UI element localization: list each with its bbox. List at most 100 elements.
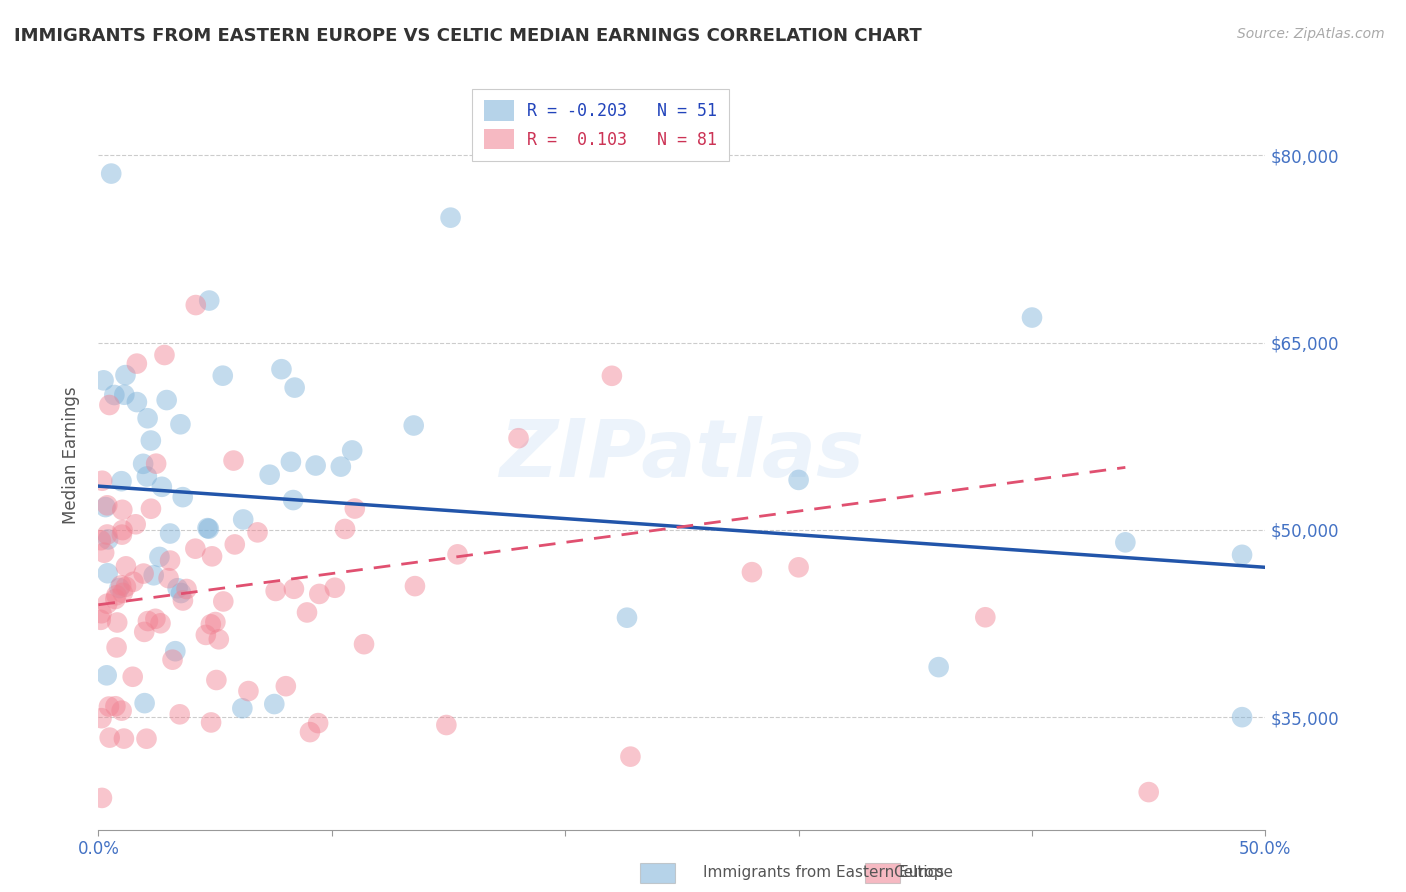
Point <box>111 523 134 537</box>
Point <box>90 607 112 621</box>
Point <box>93 546 115 560</box>
Point <box>446 547 468 561</box>
Point <box>1137 785 1160 799</box>
Point <box>115 559 138 574</box>
Point <box>97 566 120 581</box>
Point <box>1021 310 1043 325</box>
Point <box>280 455 302 469</box>
Point <box>232 512 254 526</box>
Point <box>1230 548 1253 562</box>
Point <box>132 566 155 581</box>
Text: Immigrants from Eastern Europe: Immigrants from Eastern Europe <box>703 865 953 880</box>
Point <box>100 167 122 181</box>
Point <box>259 467 281 482</box>
Point <box>170 586 193 600</box>
Point <box>246 525 269 540</box>
Text: Source: ZipAtlas.com: Source: ZipAtlas.com <box>1237 27 1385 41</box>
Point <box>283 582 305 596</box>
Point <box>200 617 222 632</box>
Point <box>112 731 135 746</box>
Point <box>787 473 810 487</box>
Point <box>96 668 118 682</box>
Point <box>184 298 207 312</box>
Point <box>93 373 115 387</box>
Point <box>125 357 148 371</box>
Point <box>90 533 112 548</box>
Point <box>132 457 155 471</box>
Point <box>741 565 763 579</box>
Point <box>134 696 156 710</box>
Point <box>508 431 530 445</box>
Point <box>110 578 132 592</box>
Point <box>205 673 228 687</box>
Point <box>122 574 145 589</box>
Point <box>94 500 117 514</box>
Point <box>145 457 167 471</box>
Point <box>153 348 176 362</box>
Point <box>104 592 127 607</box>
Point <box>340 443 363 458</box>
Point <box>323 581 346 595</box>
Point <box>139 434 162 448</box>
Point <box>404 579 426 593</box>
Point <box>104 699 127 714</box>
Point <box>103 388 125 402</box>
Point <box>145 612 167 626</box>
Point <box>169 707 191 722</box>
Legend: R = -0.203   N = 51, R =  0.103   N = 81: R = -0.203 N = 51, R = 0.103 N = 81 <box>472 88 728 161</box>
Text: ZIPatlas: ZIPatlas <box>499 416 865 494</box>
Point <box>96 597 118 611</box>
Point <box>105 588 128 602</box>
Point <box>434 718 457 732</box>
Point <box>284 381 307 395</box>
Point <box>974 610 997 624</box>
Point <box>224 537 246 551</box>
Text: Celtics: Celtics <box>893 865 943 880</box>
Point <box>157 571 180 585</box>
Point <box>298 725 321 739</box>
Point <box>136 411 159 425</box>
Point <box>125 395 148 409</box>
Point <box>111 527 134 541</box>
Point <box>139 501 162 516</box>
Point <box>619 749 641 764</box>
Point <box>110 474 132 488</box>
Point <box>97 699 120 714</box>
Point <box>343 501 366 516</box>
Text: IMMIGRANTS FROM EASTERN EUROPE VS CELTIC MEDIAN EARNINGS CORRELATION CHART: IMMIGRANTS FROM EASTERN EUROPE VS CELTIC… <box>14 27 922 45</box>
Point <box>114 368 136 383</box>
Point <box>172 490 194 504</box>
Point <box>166 581 188 595</box>
Point <box>283 493 305 508</box>
Point <box>1114 535 1136 549</box>
Point <box>121 670 143 684</box>
Point <box>91 791 114 805</box>
Point <box>304 458 326 473</box>
Point <box>204 615 226 629</box>
Point <box>439 211 461 225</box>
Point <box>200 715 222 730</box>
Point <box>136 614 159 628</box>
Point <box>264 584 287 599</box>
Point <box>150 480 173 494</box>
Point <box>1230 710 1253 724</box>
Y-axis label: Median Earnings: Median Earnings <box>62 386 80 524</box>
Point <box>91 474 114 488</box>
Point <box>111 586 134 600</box>
Point <box>135 731 157 746</box>
Point <box>98 731 121 745</box>
Point <box>111 503 134 517</box>
Point <box>274 679 297 693</box>
Point <box>176 582 198 596</box>
Point <box>148 549 170 564</box>
Point <box>307 716 329 731</box>
Point <box>159 526 181 541</box>
Point <box>108 581 131 595</box>
Point <box>329 459 352 474</box>
Point <box>353 637 375 651</box>
Point <box>616 610 638 624</box>
Point <box>270 362 292 376</box>
Point <box>135 469 157 483</box>
Point <box>149 616 172 631</box>
Point <box>115 580 138 594</box>
